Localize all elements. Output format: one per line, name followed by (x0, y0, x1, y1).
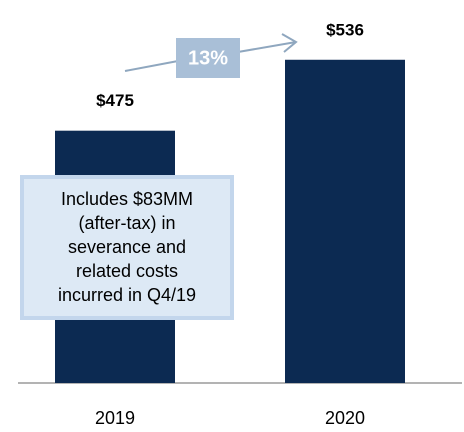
growth-arrow (237, 41, 297, 53)
callout-line: Includes $83MM (61, 189, 193, 209)
bars (55, 59, 405, 383)
callout-line: incurred in Q4/19 (58, 285, 196, 305)
arrow-head (281, 33, 298, 53)
x-tick-label: 2020 (325, 408, 365, 428)
growth-label: 13% (188, 47, 228, 69)
bar (285, 59, 405, 383)
callout-line: (after-tax) in (78, 213, 175, 233)
callout-line: severance and (68, 237, 186, 257)
value-label: $475 (96, 91, 134, 110)
x-tick-label: 2019 (95, 408, 135, 428)
growth-box (176, 38, 240, 78)
value-label: $536 (326, 20, 364, 39)
callout-line: related costs (76, 261, 178, 281)
callout-box (20, 175, 234, 320)
callout: Includes $83MM (after-tax) in severance an… (58, 189, 196, 305)
growth-arrow-tail (124, 60, 179, 72)
